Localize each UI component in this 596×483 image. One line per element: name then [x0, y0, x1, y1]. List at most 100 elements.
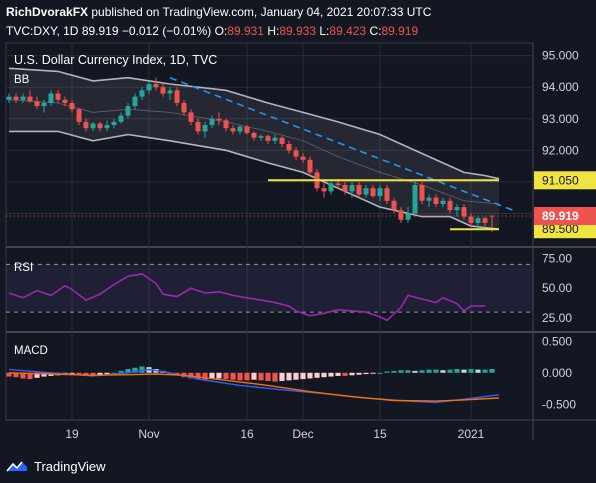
candle-up	[258, 136, 264, 138]
candle-up	[377, 188, 383, 197]
candle-down	[34, 101, 40, 107]
candle-down	[244, 126, 250, 133]
macd-histogram-bar	[342, 372, 348, 376]
macd-histogram-bar	[223, 372, 229, 380]
macd-histogram-bar	[195, 372, 201, 380]
macd-histogram-bar	[111, 372, 117, 374]
candle-down	[482, 218, 488, 223]
macd-histogram-bar	[307, 372, 313, 379]
macd-histogram-bar	[83, 372, 89, 376]
macd-histogram-bar	[90, 372, 96, 376]
candle-up	[209, 118, 215, 126]
candle-down	[223, 120, 229, 129]
macd-histogram-bar	[286, 372, 292, 381]
rsi-tick-label: 75.00	[542, 251, 572, 265]
macd-histogram-bar	[300, 372, 306, 380]
candle-up	[405, 213, 411, 220]
candle-down	[384, 188, 390, 201]
close-value: 89.919	[381, 24, 419, 38]
bollinger-lower-line	[9, 130, 500, 230]
candle-up	[20, 96, 26, 100]
publish-info: published on TradingView.com, January 04…	[91, 5, 432, 19]
high-label: H:	[267, 24, 280, 38]
macd-histogram-bar	[370, 372, 376, 374]
macd-histogram-bar	[363, 372, 369, 375]
publish-line: RichDvorakFX published on TradingView.co…	[6, 5, 431, 19]
price-tick-label: 95.000	[542, 49, 579, 63]
candle-up	[426, 197, 432, 201]
macd-histogram-bar	[440, 370, 446, 373]
time-tick-label: Nov	[138, 427, 159, 441]
bollinger-upper-line	[8, 67, 500, 180]
macd-histogram-bar	[412, 370, 418, 373]
bollinger-band-fill	[9, 68, 499, 230]
macd-histogram-bar	[41, 372, 47, 377]
candle-up	[48, 93, 54, 103]
candle-up	[412, 185, 418, 214]
tradingview-logo-icon	[6, 461, 27, 472]
candle-up	[237, 126, 243, 132]
candle-down	[321, 188, 327, 192]
footer-brand[interactable]: TradingView	[6, 456, 106, 476]
symbol-label: TVC:DXY, 1D	[6, 24, 79, 38]
macd-histogram-bar	[6, 372, 12, 377]
macd-histogram-bar	[356, 372, 362, 375]
candle-up	[139, 90, 145, 97]
candle-up	[104, 125, 110, 129]
macd-histogram-bar	[314, 372, 320, 378]
price-tick-label: 92.000	[542, 143, 579, 157]
price-pane-title: U.S. Dollar Currency Index, 1D, TVC	[14, 53, 217, 67]
candle-down	[153, 84, 159, 88]
candle-up	[202, 125, 208, 132]
macd-histogram-bar	[27, 372, 33, 380]
macd-histogram-bar	[454, 369, 460, 373]
candle-down	[293, 150, 299, 157]
trendline	[169, 76, 514, 212]
candle-down	[468, 216, 474, 223]
candle-down	[265, 136, 271, 141]
macd-histogram-bar	[118, 370, 124, 373]
macd-histogram-bar	[489, 369, 495, 373]
candle-down	[76, 109, 82, 122]
macd-histogram-bar	[461, 369, 467, 373]
candle-down	[307, 159, 313, 173]
candle-down	[13, 96, 19, 100]
rsi-band-fill	[6, 264, 533, 313]
candle-down	[83, 121, 89, 129]
time-tick-label: 16	[240, 427, 254, 441]
macd-histogram-bar	[139, 366, 145, 373]
rsi-title: RSI	[14, 262, 33, 274]
candle-up	[454, 207, 460, 211]
candle-down	[300, 156, 306, 160]
rsi-tick-label: 25.00	[542, 311, 572, 325]
candle-up	[90, 123, 96, 129]
candle-down	[69, 102, 75, 110]
macd-histogram-bar	[482, 369, 488, 373]
macd-signal-line	[8, 372, 500, 402]
macd-histogram-bar	[293, 372, 299, 380]
high-value: 89.933	[279, 24, 317, 38]
candle-down	[356, 185, 362, 195]
candle-up	[146, 84, 152, 91]
macd-histogram-bar	[335, 372, 341, 376]
macd-histogram-bar	[230, 372, 236, 380]
macd-histogram-bar	[433, 369, 439, 373]
candle-down	[461, 207, 467, 217]
candle-down	[447, 200, 453, 211]
candle-down	[62, 99, 68, 103]
bollinger-label: BB	[14, 74, 30, 86]
level-label-support: 89.500	[542, 222, 579, 236]
macd-histogram-bar	[349, 372, 355, 376]
macd-histogram-bar	[202, 372, 208, 380]
author-name[interactable]: RichDvorakFX	[6, 5, 89, 19]
macd-histogram-bar	[419, 370, 425, 373]
time-tick-label: 15	[373, 427, 387, 441]
macd-histogram-bar	[272, 372, 278, 382]
last-price: 89.919	[81, 24, 119, 38]
macd-histogram-bar	[97, 372, 103, 375]
rsi-line	[8, 273, 485, 322]
macd-histogram-bar	[20, 372, 26, 379]
candle-up	[111, 121, 117, 126]
footer-brand-text: TradingView	[34, 458, 106, 474]
